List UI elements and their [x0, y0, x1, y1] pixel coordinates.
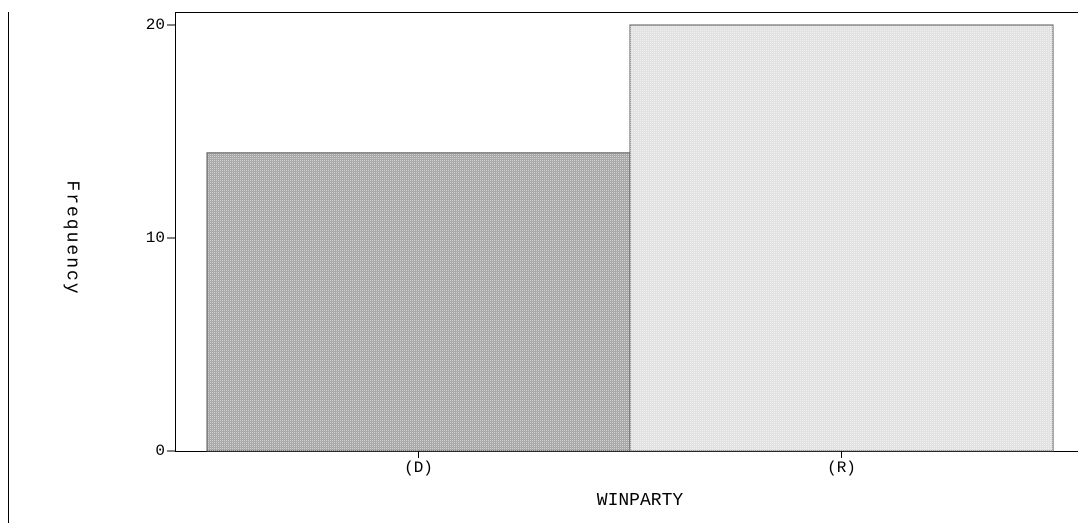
x-axis-label: WINPARTY [597, 491, 684, 511]
y-tick-label: 0 [155, 442, 165, 460]
bar [629, 24, 1054, 452]
bar [206, 152, 631, 452]
y-axis-label: Frequency [61, 180, 81, 295]
x-tick-label: (R) [827, 459, 856, 477]
x-tick-label: (D) [404, 459, 433, 477]
y-tick-label: 10 [146, 229, 165, 247]
y-tick-label: 20 [146, 16, 165, 34]
